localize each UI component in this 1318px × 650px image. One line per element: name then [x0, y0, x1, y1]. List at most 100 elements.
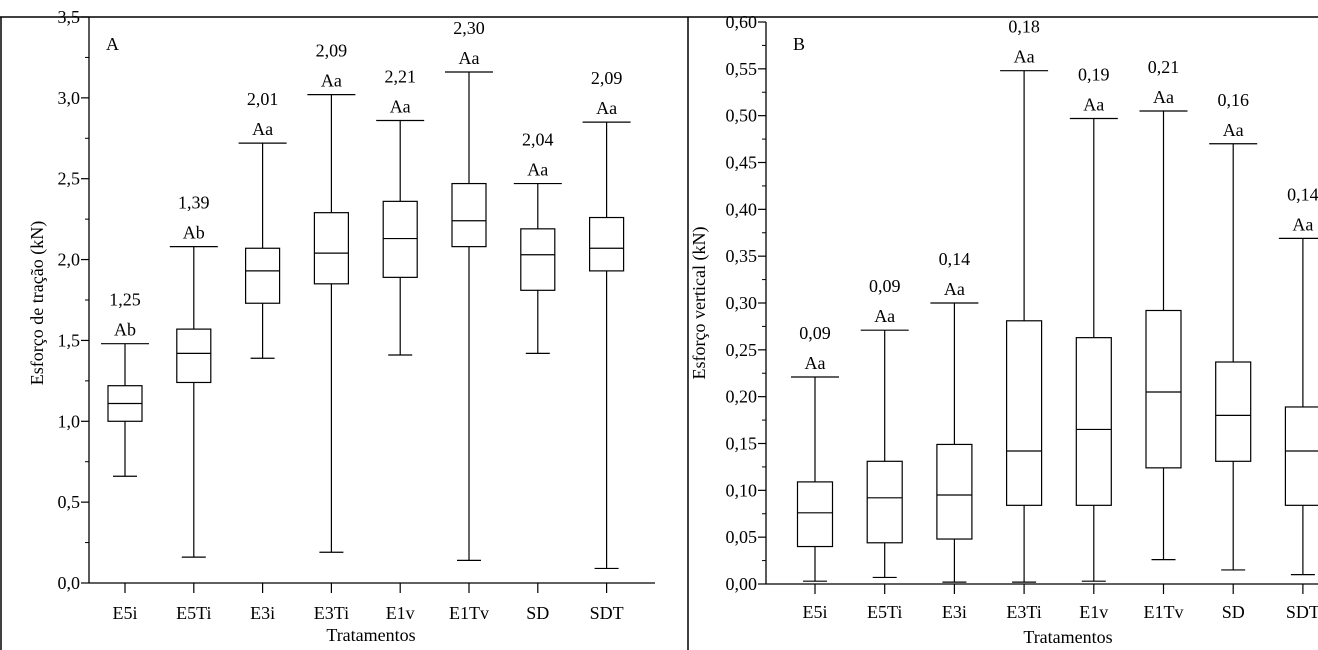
y-tick-label: 0,00	[726, 574, 758, 594]
box-E1v: E1v Aa 0,19	[1069, 64, 1118, 622]
box-E1v: E1v Aa 2,21	[376, 66, 425, 623]
x-tick-label: E5Ti	[176, 603, 211, 623]
box-E5i: E5i Aa 0,09	[791, 323, 839, 622]
iqr-box	[313, 212, 349, 285]
mean-label: 2,09	[591, 68, 623, 88]
panel-a-xlabel: Tratamentos	[326, 625, 415, 645]
box-SDT: SDT Aa 2,09	[582, 68, 631, 623]
y-tick-label: 3,5	[58, 7, 81, 27]
x-tick-label: E1Tv	[1144, 602, 1184, 622]
y-tick-label: 1,0	[58, 411, 81, 431]
significance-letters: Aa	[596, 98, 617, 118]
x-tick-label: E5Ti	[867, 602, 902, 622]
mean-label: 1,39	[178, 193, 210, 213]
significance-letters: Ab	[183, 223, 205, 243]
significance-letters: Aa	[459, 48, 480, 68]
y-tick-label: 0,05	[726, 527, 758, 547]
panel-b-boxes: E5i Aa 0,09 E5Ti Aa 0,09 E3i Aa 0,14 E3Ti Aa 0,18 E1…	[791, 17, 1318, 622]
panel-a-axes: 0,0 0,5 1,0 1,5 2,0 2,5 3,0 3,5	[58, 7, 655, 593]
panel-a-boxes: E5i Ab 1,25 E5Ti Ab 1,39 E3i Aa 2,01 E3Ti Aa 2,09 E1…	[101, 18, 631, 623]
box-E3i: E3i Aa 0,14	[930, 249, 979, 622]
y-tick-label: 0,35	[726, 246, 758, 266]
iqr-box	[451, 182, 487, 248]
box-E3Ti: E3Ti Aa 2,09	[307, 41, 356, 623]
box-E1Tv: E1Tv Aa 2,30	[445, 18, 493, 623]
y-tick-label: 0,40	[726, 199, 758, 219]
panel-a-ylabel: Esforço de tração (kN)	[27, 221, 48, 385]
mean-label: 1,25	[109, 290, 141, 310]
y-tick-label: 0,15	[726, 434, 758, 454]
y-tick-label: 3,0	[58, 88, 81, 108]
y-tick-label: 0,10	[726, 480, 758, 500]
x-tick-label: E1v	[1079, 602, 1108, 622]
iqr-box	[1215, 361, 1252, 462]
mean-label: 0,09	[869, 276, 901, 296]
panel-b: B Esforço vertical (kN) Tratamentos 0,00…	[689, 12, 1318, 647]
box-E3i: E3i Aa 2,01	[238, 89, 287, 623]
iqr-box	[1284, 406, 1318, 506]
y-tick-label: 0,30	[726, 293, 758, 313]
panel-b-axes: 0,00 0,05 0,10 0,15 0,20 0,25 0,30 0,35 0,40 0,45…	[726, 12, 1318, 594]
mean-label: 0,21	[1148, 57, 1180, 77]
box-SD: SD Aa 0,16	[1209, 90, 1258, 622]
x-tick-label: E1v	[386, 603, 415, 623]
y-tick-label: 2,5	[58, 169, 81, 189]
significance-letters: Aa	[1153, 87, 1174, 107]
box-SD: SD Aa 2,04	[513, 130, 562, 623]
significance-letters: Aa	[1083, 94, 1104, 114]
x-tick-label: SDT	[590, 603, 624, 623]
y-tick-label: 0,5	[58, 492, 81, 512]
box-E5Ti: E5Ti Ab 1,39	[169, 193, 218, 623]
mean-label: 0,14	[939, 249, 971, 269]
significance-letters: Aa	[874, 306, 895, 326]
x-tick-label: E3i	[250, 603, 275, 623]
significance-letters: Ab	[114, 320, 136, 340]
iqr-box	[176, 328, 212, 384]
x-tick-label: SDT	[1286, 602, 1318, 622]
iqr-box	[588, 216, 625, 272]
iqr-box	[382, 200, 418, 278]
panel-b-xlabel: Tratamentos	[1023, 627, 1112, 647]
mean-label: 2,30	[453, 18, 485, 38]
x-tick-label: E3Ti	[314, 603, 349, 623]
y-tick-label: 0,60	[726, 12, 758, 32]
panel-b-label: B	[793, 34, 805, 54]
mean-label: 2,01	[247, 89, 279, 109]
significance-letters: Aa	[321, 71, 342, 91]
x-tick-label: E3Ti	[1006, 602, 1041, 622]
mean-label: 0,19	[1078, 64, 1110, 84]
y-tick-label: 0,45	[726, 153, 758, 173]
x-tick-label: E5i	[113, 603, 138, 623]
mean-label: 0,14	[1287, 184, 1318, 204]
mean-label: 2,21	[384, 66, 416, 86]
y-tick-label: 0,55	[726, 59, 758, 79]
iqr-box	[866, 460, 903, 544]
iqr-box	[245, 247, 281, 304]
significance-letters: Aa	[805, 353, 826, 373]
y-tick-label: 0,50	[726, 106, 758, 126]
significance-letters: Aa	[1292, 214, 1313, 234]
mean-label: 2,09	[316, 41, 348, 61]
panel-b-ylabel: Esforço vertical (kN)	[689, 227, 710, 380]
box-E3Ti: E3Ti Aa 0,18	[1000, 17, 1049, 622]
mean-label: 2,04	[522, 130, 554, 150]
mean-label: 0,16	[1217, 90, 1249, 110]
y-tick-label: 0,25	[726, 340, 758, 360]
iqr-box	[1005, 320, 1043, 506]
iqr-box	[1075, 337, 1112, 506]
panel-a-label: A	[106, 34, 119, 54]
significance-letters: Aa	[252, 119, 273, 139]
iqr-box	[520, 228, 556, 291]
iqr-box	[1145, 309, 1182, 469]
significance-letters: Aa	[390, 96, 411, 116]
significance-letters: Aa	[1014, 47, 1035, 67]
x-tick-label: SD	[526, 603, 549, 623]
box-E5i: E5i Ab 1,25	[101, 290, 149, 623]
y-tick-label: 0,0	[58, 573, 81, 593]
x-tick-label: E3i	[942, 602, 967, 622]
y-tick-label: 2,0	[58, 250, 81, 270]
x-tick-label: E1Tv	[449, 603, 489, 623]
mean-label: 0,18	[1008, 17, 1040, 37]
significance-letters: Aa	[527, 160, 548, 180]
